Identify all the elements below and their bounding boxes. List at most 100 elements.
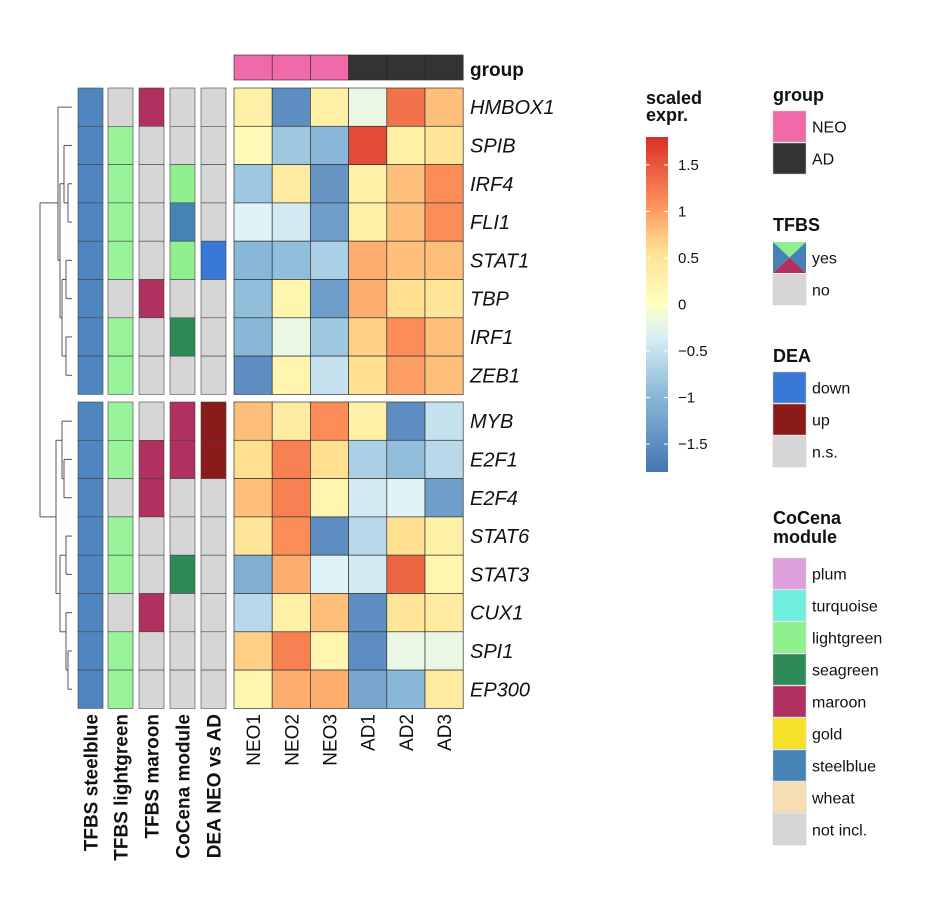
heatmap-cell-ZEB1-AD3 bbox=[424, 355, 464, 395]
annotation-tfbs-steelblue-irf4 bbox=[77, 164, 104, 204]
heatmap-cell-STAT6-AD3 bbox=[424, 516, 464, 556]
heatmap-cell-IRF4-NEO2 bbox=[271, 164, 311, 204]
annotation-tfbs-lightgreen-stat3 bbox=[107, 554, 134, 594]
heatmap-cell-IRF4-AD3 bbox=[424, 164, 464, 204]
legend-tfbs-yes-swatch-steelblue bbox=[773, 242, 790, 273]
heatmap-cell-SPI1-NEO2 bbox=[271, 631, 311, 671]
annotation-cocena-module-fli1 bbox=[169, 202, 196, 242]
heatmap-cell-CUX1-AD3 bbox=[424, 593, 464, 633]
heatmap-cell-MYB-AD2 bbox=[386, 401, 426, 441]
annotation-column-labels: TFBS steelblue TFBS lightgreen TFBS maroon… bbox=[82, 714, 226, 861]
gene-label-stat6: STAT6 bbox=[470, 526, 530, 548]
heatmap-cell-TBP-NEO3 bbox=[310, 279, 349, 319]
gene-label-fli1: FLI1 bbox=[470, 212, 510, 234]
annotation-tfbs-maroon-irf1 bbox=[138, 317, 165, 357]
heatmap-cell-STAT1-NEO2 bbox=[271, 240, 311, 280]
annotation-tfbs-steelblue-stat3 bbox=[77, 554, 104, 594]
annotation-cocena-module-spi1 bbox=[169, 631, 196, 671]
annotation-tfbs-lightgreen-fli1 bbox=[107, 202, 134, 242]
heatmap-cell-ZEB1-NEO2 bbox=[271, 355, 311, 395]
heatmap-cell-SPI1-AD2 bbox=[386, 631, 426, 671]
heatmap-cell-ZEB1-NEO1 bbox=[233, 355, 273, 395]
heatmap-cell-STAT3-NEO2 bbox=[271, 554, 311, 594]
legend-dea-up-label: up bbox=[812, 413, 830, 430]
gene-label-irf4: IRF4 bbox=[470, 174, 513, 196]
heatmap-cell-STAT6-NEO1 bbox=[233, 516, 273, 556]
annotation-cocena-module-stat6 bbox=[169, 516, 196, 556]
legend-dea-down-swatch bbox=[772, 371, 807, 404]
legend-cocena-title: CoCena bbox=[773, 508, 842, 528]
heatmap-cell-SPIB-NEO1 bbox=[233, 125, 273, 165]
annotation-cocena-module-irf4 bbox=[169, 164, 196, 204]
color-scale-tick-label: −0.5 bbox=[678, 343, 708, 360]
heatmap-cell-SPI1-NEO1 bbox=[233, 631, 273, 671]
legend-cocena-lightgreen-swatch bbox=[772, 621, 807, 654]
annotation-cocena-module-e2f4 bbox=[169, 478, 196, 518]
legend-group-title: group bbox=[773, 85, 824, 105]
heatmap-cell-SPIB-AD2 bbox=[386, 125, 426, 165]
legend-cocena-steelblue-label: steelblue bbox=[812, 759, 876, 776]
annotation-dea-myb bbox=[200, 401, 227, 441]
heatmap-cell-EP300-AD1 bbox=[348, 669, 388, 709]
legend-group-ad-swatch bbox=[772, 142, 807, 175]
heatmap-cell-IRF1-NEO1 bbox=[233, 317, 273, 357]
heatmap-cell-CUX1-NEO3 bbox=[310, 593, 349, 633]
heatmap-cell-IRF4-NEO3 bbox=[310, 164, 349, 204]
legend-cocena-notincl-label: not incl. bbox=[812, 823, 867, 840]
heatmap-cell-ZEB1-AD1 bbox=[348, 355, 388, 395]
legend-cocena-maroon-label: maroon bbox=[812, 695, 866, 712]
heatmap-cell-IRF1-AD1 bbox=[348, 317, 388, 357]
annotation-tfbs-lightgreen-hmbox1 bbox=[107, 87, 134, 127]
heatmap-cell-TBP-AD2 bbox=[386, 279, 426, 319]
annotation-tfbs-maroon-ep300 bbox=[138, 669, 165, 709]
heatmap-cell-STAT6-NEO2 bbox=[271, 516, 311, 556]
annotation-tfbs-maroon-myb bbox=[138, 401, 165, 441]
heatmap-cell-HMBOX1-AD2 bbox=[386, 87, 426, 127]
heatmap-cell-MYB-AD3 bbox=[424, 401, 464, 441]
group-bar-cell-3 bbox=[310, 54, 349, 81]
heatmap-cell-HMBOX1-NEO3 bbox=[310, 87, 349, 127]
legend-dea-ns-swatch bbox=[772, 435, 807, 468]
heatmap-cell-E2F1-AD1 bbox=[348, 439, 388, 479]
heatmap-cell-E2F4-AD3 bbox=[424, 478, 464, 518]
heatmap-cell-IRF1-AD2 bbox=[386, 317, 426, 357]
column-label-neo1: NEO1 bbox=[244, 714, 265, 766]
color-scale-tick-label: 0 bbox=[678, 297, 686, 314]
annotation-label-3: TFBS maroon bbox=[143, 714, 164, 839]
annotation-cocena-module-stat3 bbox=[169, 554, 196, 594]
annotation-cocena-module-cux1 bbox=[169, 593, 196, 633]
annotation-tfbs-steelblue-e2f4 bbox=[77, 478, 104, 518]
annotation-tfbs-steelblue-irf1 bbox=[77, 317, 104, 357]
annotation-tfbs-steelblue-e2f1 bbox=[77, 439, 104, 479]
annotation-tfbs-maroon-stat6 bbox=[138, 516, 165, 556]
heatmap-cell-E2F1-NEO2 bbox=[271, 439, 311, 479]
annotation-cocena-module-spib bbox=[169, 126, 196, 165]
annotation-tfbs-maroon-e2f4 bbox=[138, 478, 165, 518]
annotation-dea-stat3 bbox=[200, 554, 227, 594]
heatmap-cell-STAT1-AD1 bbox=[348, 240, 388, 280]
annotation-tfbs-lightgreen-irf4 bbox=[107, 164, 134, 204]
annotation-cocena-module-stat1 bbox=[169, 240, 196, 280]
legend-cocena-gold-label: gold bbox=[812, 727, 842, 744]
heatmap-cell-E2F1-AD2 bbox=[386, 439, 426, 479]
heatmap-cell-SPI1-NEO3 bbox=[310, 631, 349, 671]
group-bar-cell-1 bbox=[233, 54, 273, 81]
legend-cocena-wheat-swatch bbox=[772, 781, 807, 814]
legend-cocena-lightgreen-label: lightgreen bbox=[812, 631, 882, 648]
annotation-dea-stat1 bbox=[200, 240, 227, 280]
gene-label-tbp: TBP bbox=[470, 289, 510, 311]
annotation-dea-spi1 bbox=[200, 631, 227, 671]
heatmap-cell-HMBOX1-AD1 bbox=[348, 87, 388, 127]
annotation-dea-ep300 bbox=[200, 669, 227, 709]
annotation-tfbs-steelblue-zeb1 bbox=[77, 355, 104, 395]
legend-cocena-wheat-label: wheat bbox=[811, 791, 855, 808]
annotation-tfbs-steelblue-stat6 bbox=[77, 516, 104, 556]
annotation-tfbs-maroon-e2f1 bbox=[138, 439, 165, 479]
heatmap-cell-CUX1-AD2 bbox=[386, 593, 426, 633]
legend-dea-down-label: down bbox=[812, 381, 850, 398]
annotation-dea-cux1 bbox=[200, 593, 227, 633]
legend-cocena-turquoise-swatch bbox=[772, 589, 807, 622]
legend-cocena-maroon-swatch bbox=[772, 685, 807, 718]
annotation-tfbs-maroon-zeb1 bbox=[138, 355, 165, 395]
annotation-tfbs-steelblue-cux1 bbox=[77, 593, 104, 633]
